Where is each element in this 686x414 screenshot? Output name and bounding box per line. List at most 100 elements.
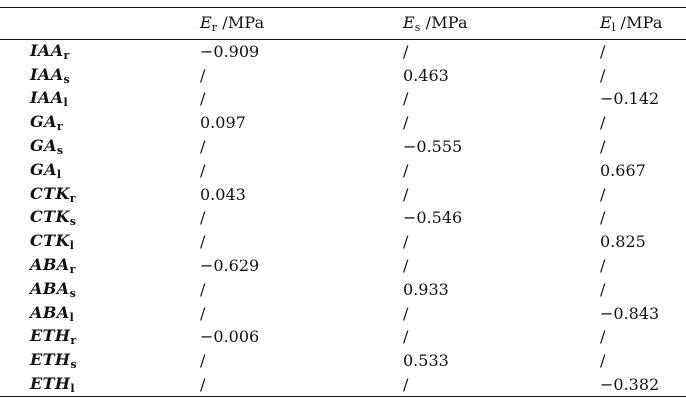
row-subscript: r (56, 120, 63, 134)
row-subscript: l (63, 96, 68, 110)
row-name: GA (30, 136, 57, 156)
table-row: ETHl / / −0.382 (0, 373, 686, 397)
cell-value: 0.825 (600, 232, 646, 252)
row-subscript: s (69, 286, 76, 300)
header-symbol: E (600, 13, 612, 32)
corner-cell (0, 7, 170, 40)
cell-value: / (403, 303, 409, 323)
cell-value: / (403, 327, 409, 347)
cell-value: / (200, 160, 206, 180)
row-subscript: s (63, 72, 70, 86)
cell-value: / (403, 160, 409, 180)
cell-value: −0.382 (600, 374, 660, 394)
cell-value: −0.843 (600, 303, 660, 323)
row-label: ETHs (0, 349, 170, 373)
row-name: IAA (30, 64, 64, 84)
table-row: ABAr −0.629 / / (0, 254, 686, 278)
cell-value: / (600, 351, 606, 371)
row-subscript: r (63, 49, 70, 63)
row-name: ABA (30, 278, 70, 298)
row-name: ETH (30, 373, 71, 393)
header-symbol: E (403, 13, 415, 32)
row-subscript: l (70, 381, 75, 395)
cell-value: / (600, 137, 606, 157)
cell-value: 0.667 (600, 160, 646, 180)
row-subscript: s (70, 358, 77, 372)
cell-value: / (403, 42, 409, 62)
table-row: CTKs / −0.546 / (0, 206, 686, 230)
cell-value: / (403, 89, 409, 109)
cell-value: 0.097 (200, 113, 246, 133)
table-row: CTKl / / 0.825 (0, 230, 686, 254)
cell-value: / (403, 232, 409, 252)
table-row: ETHs / 0.533 / (0, 349, 686, 373)
cell-value: / (200, 351, 206, 371)
table-row: IAAl / / −0.142 (0, 87, 686, 111)
cell-value: / (200, 137, 206, 157)
cell-value: −0.909 (200, 42, 260, 62)
row-name: ETH (30, 350, 71, 370)
header-row: Er /MPa Es /MPa El /MPa (0, 7, 686, 40)
cell-value: 0.463 (403, 65, 449, 85)
cell-value: / (600, 279, 606, 299)
row-label: IAAs (0, 63, 170, 87)
row-label: ABAl (0, 301, 170, 325)
row-label: GAr (0, 111, 170, 135)
table-row: ABAl / / −0.843 (0, 301, 686, 325)
cell-value: / (200, 303, 206, 323)
table-row: IAAs / 0.463 / (0, 63, 686, 87)
row-subscript: r (70, 334, 77, 348)
cell-value: / (600, 42, 606, 62)
header-unit: /MPa (216, 13, 265, 32)
cell-value: / (600, 113, 606, 133)
row-name: IAA (30, 41, 64, 61)
cell-value: / (200, 65, 206, 85)
cell-value: / (200, 279, 206, 299)
row-label: GAl (0, 158, 170, 182)
cell-value: / (600, 208, 606, 228)
cell-value: / (403, 256, 409, 276)
row-name: CTK (30, 183, 70, 203)
row-name: CTK (30, 207, 70, 227)
row-label: GAs (0, 135, 170, 159)
column-header-er: Er /MPa (170, 7, 373, 40)
column-header-es: Es /MPa (373, 7, 576, 40)
cell-value: 0.933 (403, 279, 449, 299)
row-label: ABAr (0, 254, 170, 278)
table-row: ETHr −0.006 / / (0, 325, 686, 349)
cell-value: / (403, 113, 409, 133)
row-subscript: l (56, 167, 62, 181)
row-name: ETH (30, 326, 71, 346)
row-subscript: l (69, 239, 74, 253)
correlation-table: Er /MPa Es /MPa El /MPa IAAr −0.909 / / … (0, 7, 686, 397)
cell-value: / (200, 374, 206, 394)
cell-value: −0.546 (403, 208, 463, 228)
cell-value: / (600, 327, 606, 347)
row-name: ABA (30, 255, 70, 275)
row-label: IAAl (0, 87, 170, 111)
cell-value: / (200, 232, 206, 252)
row-name: CTK (30, 231, 70, 251)
row-label: ABAs (0, 277, 170, 301)
cell-value: / (403, 184, 409, 204)
cell-value: / (600, 184, 606, 204)
row-label: CTKs (0, 206, 170, 230)
table-row: IAAr −0.909 / / (0, 40, 686, 64)
row-label: CTKl (0, 230, 170, 254)
row-label: ETHr (0, 325, 170, 349)
header-subscript: l (611, 21, 616, 34)
cell-value: −0.142 (600, 89, 660, 109)
row-label: ETHl (0, 373, 170, 397)
cell-value: / (200, 208, 206, 228)
table-row: GAs / −0.555 / (0, 135, 686, 159)
cell-value: 0.043 (200, 184, 246, 204)
table-row: ABAs / 0.933 / (0, 277, 686, 301)
table-body: IAAr −0.909 / / IAAs / 0.463 / IAAl / / … (0, 40, 686, 397)
row-subscript: r (69, 263, 76, 277)
header-unit: /MPa (615, 13, 663, 32)
cell-value: / (600, 256, 606, 276)
row-subscript: l (69, 310, 74, 324)
cell-value: 0.533 (403, 351, 449, 371)
header-subscript: s (414, 21, 421, 34)
row-subscript: s (69, 215, 76, 229)
